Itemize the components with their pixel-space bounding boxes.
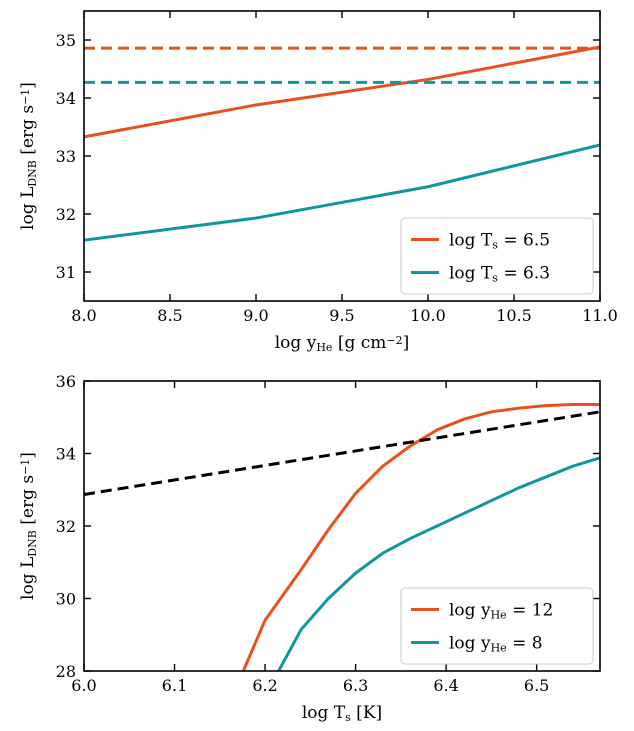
series-line-1	[84, 143, 600, 242]
x-tick-label: 6.4	[433, 676, 458, 695]
legend-box	[400, 587, 594, 665]
x-tick-label: 8.5	[157, 306, 182, 325]
series-line-1	[277, 456, 600, 671]
y-tick-label: 28	[56, 662, 76, 681]
y-tick-label: 32	[56, 517, 76, 536]
x-axis-label: log Ts [K]	[302, 703, 382, 724]
legend: log yHe = 12 log yHe = 8	[400, 587, 594, 665]
bottom-panel: 6.0 6.1 6.2 6.3 6.4 6.5 28 30 32 34 36 log Ts [K] lo…	[18, 372, 601, 724]
y-tick-label: 32	[56, 205, 76, 224]
series-group	[84, 45, 600, 242]
legend: log Ts = 6.5 log Ts = 6.3	[400, 217, 594, 295]
series-line-0	[84, 45, 600, 139]
x-tick-label: 10.0	[410, 306, 446, 325]
x-tick-label: 6.0	[71, 676, 96, 695]
y-tick-label: 35	[56, 31, 76, 50]
dashed-line-2	[84, 410, 600, 496]
x-tick-label: 6.2	[252, 676, 277, 695]
y-axis-label: log LDNB [erg s−1]	[18, 452, 39, 600]
x-tick-label: 8.0	[71, 306, 96, 325]
y-tick-label: 34	[56, 89, 76, 108]
legend-label: log Ts = 6.3	[449, 264, 550, 285]
x-tick-label: 6.3	[343, 676, 368, 695]
y-tick-label: 36	[56, 372, 76, 391]
y-tick-label: 34	[56, 445, 76, 464]
x-tick-label: 11.0	[582, 306, 618, 325]
x-tick-label: 9.5	[329, 306, 354, 325]
y-tick-label: 31	[56, 263, 76, 282]
series-line-0	[241, 403, 600, 671]
legend-label: log yHe = 8	[449, 634, 543, 655]
x-tick-label: 6.5	[524, 676, 549, 695]
x-tick-label: 9.0	[243, 306, 268, 325]
legend-label: log yHe = 12	[449, 601, 553, 622]
series-group	[84, 403, 600, 671]
x-tick-label: 6.1	[162, 676, 187, 695]
y-tick-label: 33	[56, 147, 76, 166]
top-panel: 8.0 8.5 9.0 9.5 10.0 10.5 11.0 31 32 33 34 35 log yH…	[18, 10, 618, 354]
legend-label: log Ts = 6.5	[449, 231, 550, 252]
y-axis-label: log LDNB [erg s−1]	[18, 82, 39, 230]
x-axis-label: log yHe [g cm−2]	[275, 333, 410, 354]
x-tick-label: 10.5	[496, 306, 532, 325]
y-tick-label: 30	[56, 590, 76, 609]
legend-box	[400, 217, 594, 295]
